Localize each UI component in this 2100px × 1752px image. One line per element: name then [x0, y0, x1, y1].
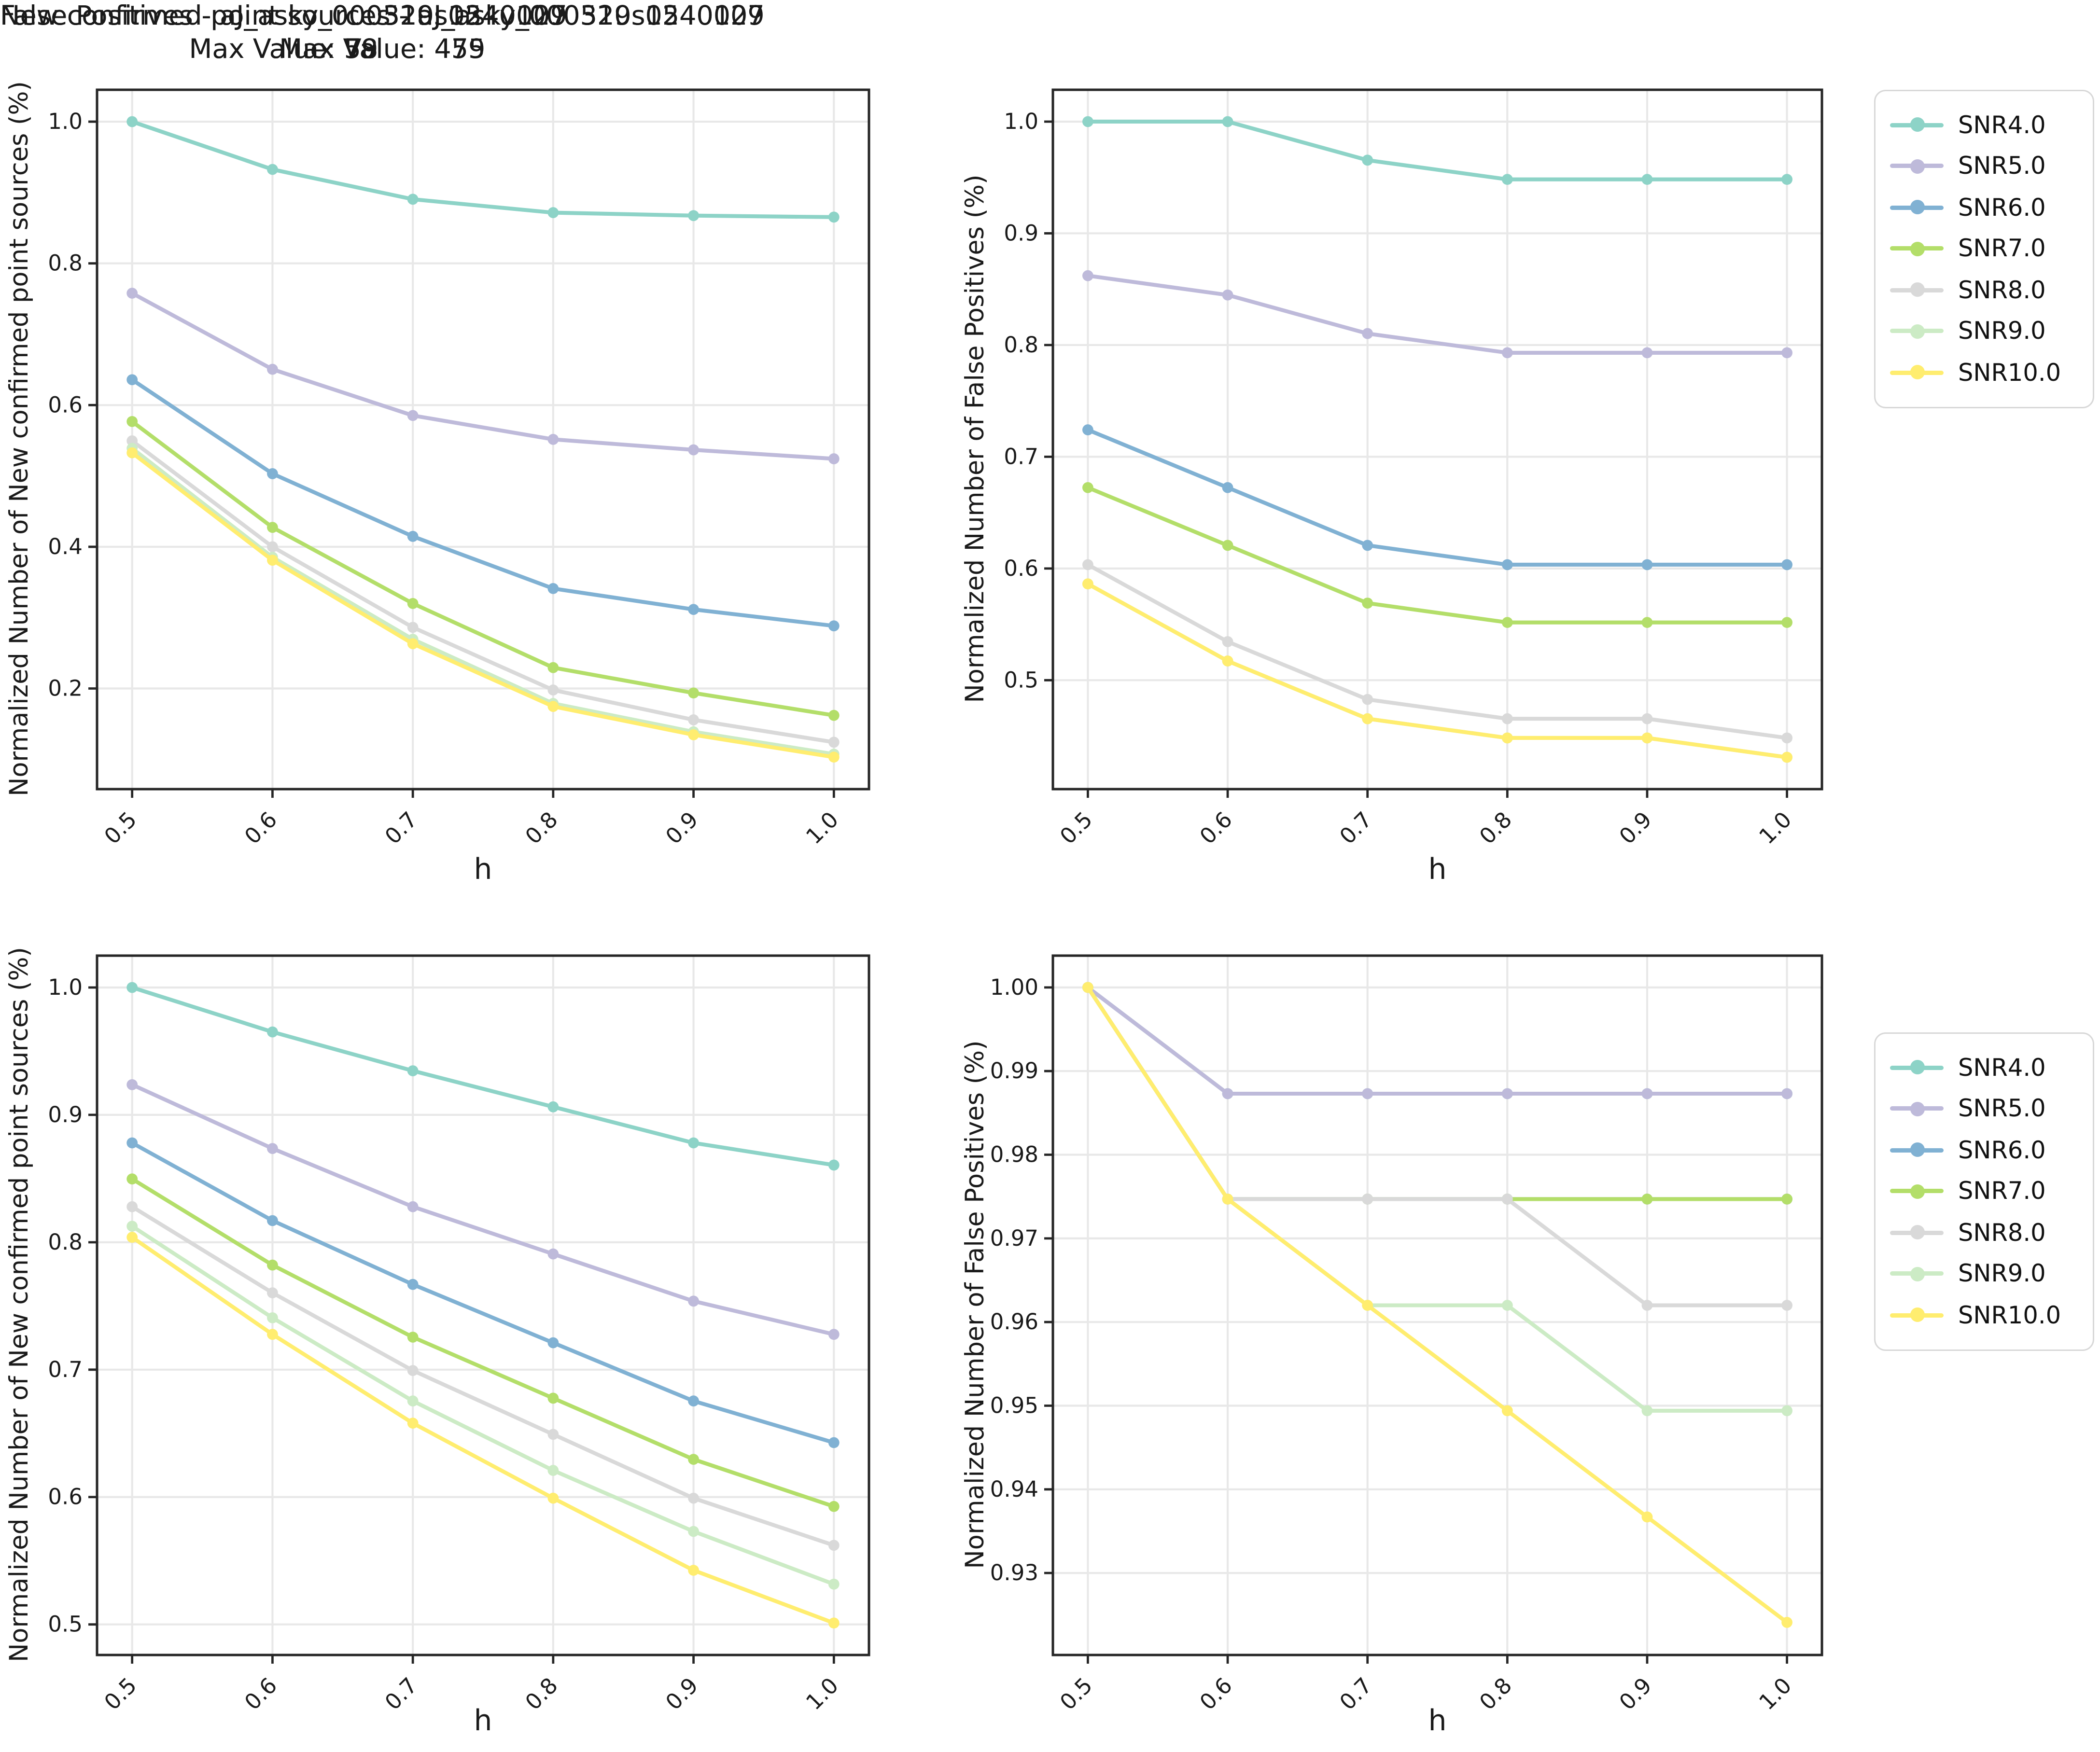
chart-title-top-left: New confirmed point sources - aJ_asky_00…	[0, 0, 765, 67]
chart-title-line1: False Positives - aJ_asky_000529s1240009	[0, 1, 567, 32]
svg-text:0.8: 0.8	[48, 1229, 83, 1255]
legend-item: SNR10.0	[1890, 352, 2078, 393]
chart-title-bottom-right: False Positives - aJ_asky_000529s1240009…	[0, 0, 567, 67]
svg-text:1.0: 1.0	[1754, 1672, 1796, 1715]
svg-text:0.8: 0.8	[1004, 332, 1038, 358]
legend-line-marker-icon	[1890, 159, 1944, 174]
legend-item: SNR4.0	[1890, 104, 2078, 146]
legend-item-label: SNR8.0	[1958, 1219, 2046, 1247]
svg-text:0.97: 0.97	[990, 1225, 1038, 1251]
svg-text:0.93: 0.93	[990, 1560, 1038, 1585]
svg-text:1.00: 1.00	[990, 974, 1038, 1000]
chart-title-bottom-left: New confirmed point sources - aJ_asky_00…	[0, 0, 765, 67]
svg-text:0.94: 0.94	[990, 1476, 1038, 1502]
legend-line-marker-icon	[1890, 1101, 1944, 1116]
legend-item-label: SNR6.0	[1958, 194, 2046, 222]
legend-item: SNR6.0	[1890, 1129, 2078, 1171]
chart-title-line1: New confirmed point sources - aJ_asky_00…	[0, 1, 765, 32]
svg-text:0.9: 0.9	[1614, 1672, 1657, 1715]
chart-title-line1: False Positives - aJ_asky_000310s0540127	[0, 1, 567, 32]
legend-line-marker-icon	[1890, 1225, 1944, 1240]
svg-text:0.6: 0.6	[48, 392, 83, 417]
svg-text:0.4: 0.4	[48, 534, 83, 559]
svg-text:0.7: 0.7	[1334, 1672, 1377, 1715]
legend-item-label: SNR10.0	[1958, 359, 2061, 387]
legend-line-marker-icon	[1890, 324, 1944, 339]
legend-bottom: SNR4.0 SNR5.0 SNR6.0 SNR7.0 SNR8.0 SNR9.0 SNR1…	[1874, 1032, 2094, 1350]
x-axis-label-bottom-right: h	[1428, 1703, 1447, 1738]
svg-text:1.0: 1.0	[48, 109, 83, 134]
legend-item: SNR10.0	[1890, 1294, 2078, 1336]
svg-text:1.0: 1.0	[48, 974, 83, 1000]
x-axis-label-top-right: h	[1428, 851, 1447, 886]
svg-text:0.9: 0.9	[48, 1102, 83, 1127]
chart-title-top-right: False Positives - aJ_asky_000310s0540127…	[0, 0, 567, 67]
legend-item: SNR8.0	[1890, 1212, 2078, 1253]
legend-line-marker-icon	[1890, 241, 1944, 256]
legend-line-marker-icon	[1890, 1307, 1944, 1322]
legend-line-marker-icon	[1890, 1266, 1944, 1281]
legend-item-label: SNR7.0	[1958, 235, 2046, 263]
x-axis-label-bottom-left: h	[474, 1703, 492, 1738]
svg-text:0.9: 0.9	[1004, 220, 1038, 246]
legend-item-label: SNR4.0	[1958, 1054, 2046, 1082]
legend-item-label: SNR9.0	[1958, 1260, 2046, 1288]
svg-text:0.6: 0.6	[1004, 556, 1038, 581]
svg-text:0.2: 0.2	[48, 676, 83, 701]
legend-item: SNR7.0	[1890, 228, 2078, 270]
legend-line-marker-icon	[1890, 1142, 1944, 1157]
svg-text:0.5: 0.5	[1004, 667, 1038, 693]
svg-text:0.6: 0.6	[1195, 1672, 1237, 1715]
legend-item-label: SNR5.0	[1958, 152, 2046, 180]
legend-item-label: SNR9.0	[1958, 317, 2046, 345]
legend-item: SNR7.0	[1890, 1171, 2078, 1212]
legend-item: SNR9.0	[1890, 1253, 2078, 1295]
legend-item: SNR6.0	[1890, 187, 2078, 228]
legend-item-label: SNR6.0	[1958, 1136, 2046, 1164]
legend-item: SNR8.0	[1890, 269, 2078, 311]
chart-title-line2: Max Value: 459	[279, 35, 486, 65]
svg-text:0.99: 0.99	[990, 1058, 1038, 1084]
legend-item: SNR9.0	[1890, 311, 2078, 352]
legend-line-marker-icon	[1890, 282, 1944, 297]
svg-text:0.6: 0.6	[48, 1484, 83, 1510]
svg-text:0.96: 0.96	[990, 1309, 1038, 1335]
svg-text:1.0: 1.0	[1004, 109, 1038, 134]
chart-title-line2: Max Value: 475	[279, 35, 486, 65]
svg-text:0.7: 0.7	[1004, 444, 1038, 469]
legend-item-label: SNR10.0	[1958, 1301, 2061, 1329]
legend-item-label: SNR7.0	[1958, 1177, 2046, 1205]
legend-item: SNR4.0	[1890, 1047, 2078, 1088]
legend-line-marker-icon	[1890, 1060, 1944, 1075]
legend-line-marker-icon	[1890, 365, 1944, 380]
legend-top: SNR4.0 SNR5.0 SNR6.0 SNR7.0 SNR8.0 SNR9.0 SNR1…	[1874, 90, 2094, 408]
legend-item-label: SNR5.0	[1958, 1095, 2046, 1123]
legend-line-marker-icon	[1890, 200, 1944, 215]
legend-line-marker-icon	[1890, 1184, 1944, 1199]
chart-title-line2: Max Value: 58	[189, 35, 378, 65]
legend-item-label: SNR8.0	[1958, 276, 2046, 304]
legend-item: SNR5.0	[1890, 1088, 2078, 1130]
svg-text:0.5: 0.5	[48, 1612, 83, 1637]
chart-title-line1: New confirmed point sources - aJ_asky_00…	[0, 1, 765, 32]
svg-text:0.8: 0.8	[48, 250, 83, 276]
svg-text:0.5: 0.5	[1055, 1672, 1097, 1715]
chart-title-line2: Max Value: 79	[189, 35, 378, 65]
legend-line-marker-icon	[1890, 117, 1944, 132]
svg-text:0.8: 0.8	[1474, 1672, 1517, 1715]
legend-item-label: SNR4.0	[1958, 111, 2046, 139]
svg-text:0.7: 0.7	[48, 1357, 83, 1382]
legend-item: SNR5.0	[1890, 146, 2078, 187]
x-axis-label-top-left: h	[474, 851, 492, 886]
svg-text:0.98: 0.98	[990, 1142, 1038, 1168]
svg-text:0.95: 0.95	[990, 1392, 1038, 1418]
